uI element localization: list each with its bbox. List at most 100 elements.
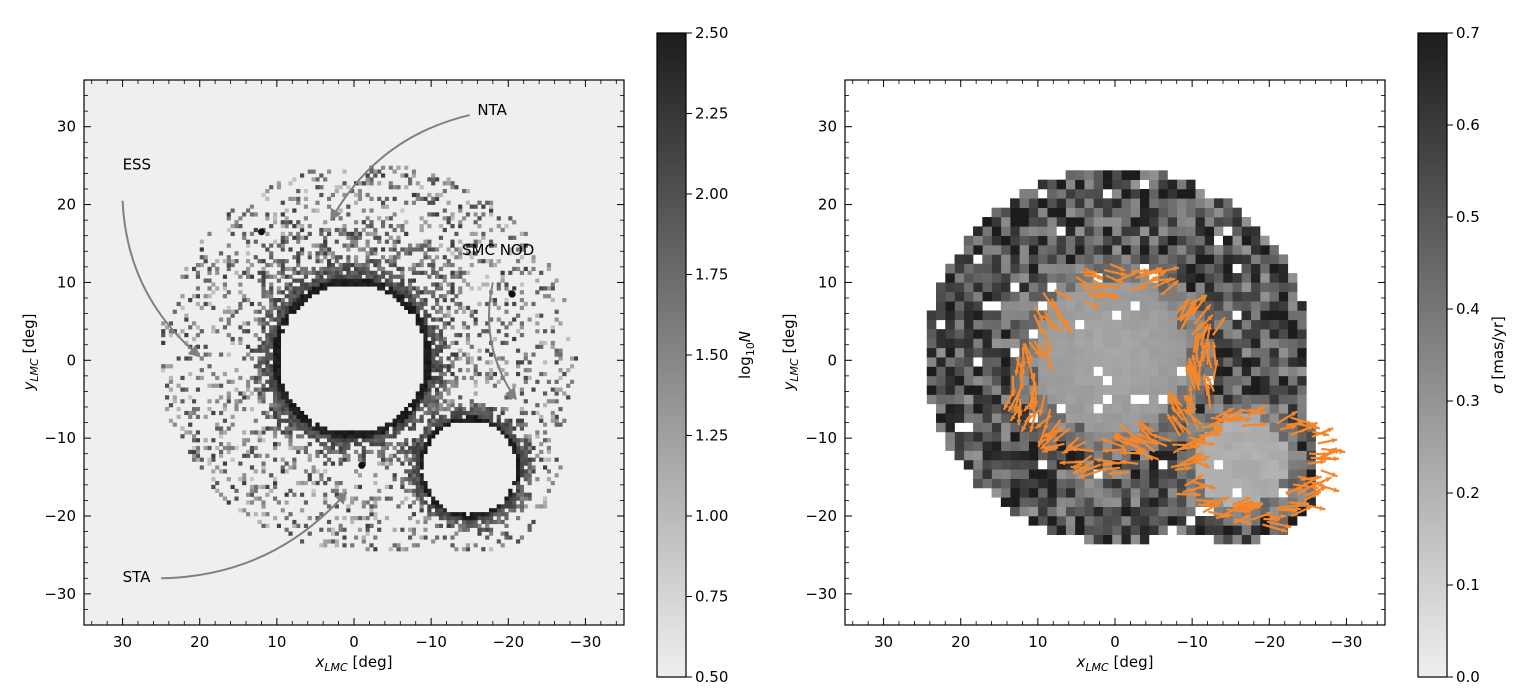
heat-cell [284,235,289,240]
heat-cell [257,496,262,501]
dispersion-cell [1185,413,1196,423]
heat-cell [226,395,231,400]
dispersion-cell [963,310,974,321]
pm-vector-head [1306,505,1313,511]
dispersion-cell [982,263,992,274]
heat-cell [342,181,347,186]
heat-cell [419,270,424,275]
heat-cell [319,430,324,435]
heat-cell [381,165,386,170]
heat-cell [276,383,282,388]
heat-cell [280,399,285,404]
heat-cell [446,216,451,221]
dispersion-cell [991,403,1002,414]
dispersion-cell [1010,338,1020,349]
heat-cell [211,477,216,482]
heat-cell [519,500,525,505]
heat-cell [307,457,312,462]
dispersion-cell [1056,282,1066,293]
dispersion-cell [1195,207,1205,218]
dispersion-cell [1121,254,1131,265]
heat-cell [427,488,432,493]
pm-vector-head [1206,341,1212,348]
dispersion-cell [1139,198,1150,208]
heat-cell [265,274,270,279]
dispersion-cell [1241,338,1252,349]
heat-cell [361,434,366,439]
heat-cell [423,196,428,201]
heat-cell [284,274,289,279]
heat-cell [357,516,363,521]
dispersion-cell [1102,403,1113,414]
dispersion-cell [1195,516,1205,526]
dispersion-cell [1260,282,1270,293]
heat-cell [465,523,471,528]
heat-cell [334,185,339,190]
dispersion-cell [982,319,992,330]
heat-cell [381,426,386,431]
heat-cell [462,418,467,423]
dispersion-cell [1047,273,1057,283]
heat-cell [361,270,366,275]
heat-cell [273,333,278,338]
heat-cell [219,383,224,388]
heat-cell [492,519,498,525]
heat-cell [261,438,266,443]
dispersion-cell [1176,329,1187,339]
heat-cell [219,352,224,357]
heat-cell [257,301,262,307]
heat-cell [273,220,278,225]
heat-cell [481,512,486,517]
heat-cell [427,333,432,338]
dispersion-cell [945,310,955,321]
heat-cell [184,266,189,272]
heat-cell [342,438,347,443]
dispersion-cell [982,347,992,358]
heat-cell [265,512,270,517]
dispersion-cell [1093,478,1103,489]
heat-cell [354,243,359,248]
dispersion-cell [1019,282,1029,293]
heat-cell [288,196,293,201]
heat-cell [519,298,525,303]
heat-cell [554,399,559,404]
heat-cell [168,329,174,334]
heat-cell [431,414,436,419]
heat-cell [203,278,208,283]
heat-cell [361,445,366,451]
dispersion-cell [1000,301,1011,311]
dispersion-cell [1074,245,1085,255]
dispersion-cell [1065,245,1076,255]
dispersion-cell [1019,506,1029,517]
pm-vector-head [1227,408,1234,414]
heat-cell [512,235,517,240]
dispersion-cell [1195,189,1205,199]
heat-cell [519,255,525,260]
dispersion-cell [973,366,983,377]
heat-cell [500,407,505,412]
heat-cell [419,504,424,509]
dispersion-cell [1241,497,1252,507]
heat-cell [392,426,397,431]
heat-cell [161,340,166,346]
heat-cell [280,235,285,240]
heat-cell [319,251,324,256]
heat-cell [438,523,444,528]
heat-cell [265,196,270,201]
dispersion-cell [1093,198,1103,208]
heat-cell [338,266,343,272]
dispersion-cell [1223,319,1233,330]
heat-cell [462,375,467,381]
heat-cell [415,496,420,501]
heat-cell [415,395,420,400]
dispersion-cell [1306,469,1316,479]
heat-cell [504,500,509,505]
heat-cell [415,391,420,396]
heat-cell [508,251,513,256]
dispersion-cell [945,273,955,283]
heat-cell [361,266,366,272]
heat-cell [381,438,386,443]
heat-cell [408,305,413,310]
dispersion-cell [926,319,937,330]
heat-cell [215,426,220,431]
